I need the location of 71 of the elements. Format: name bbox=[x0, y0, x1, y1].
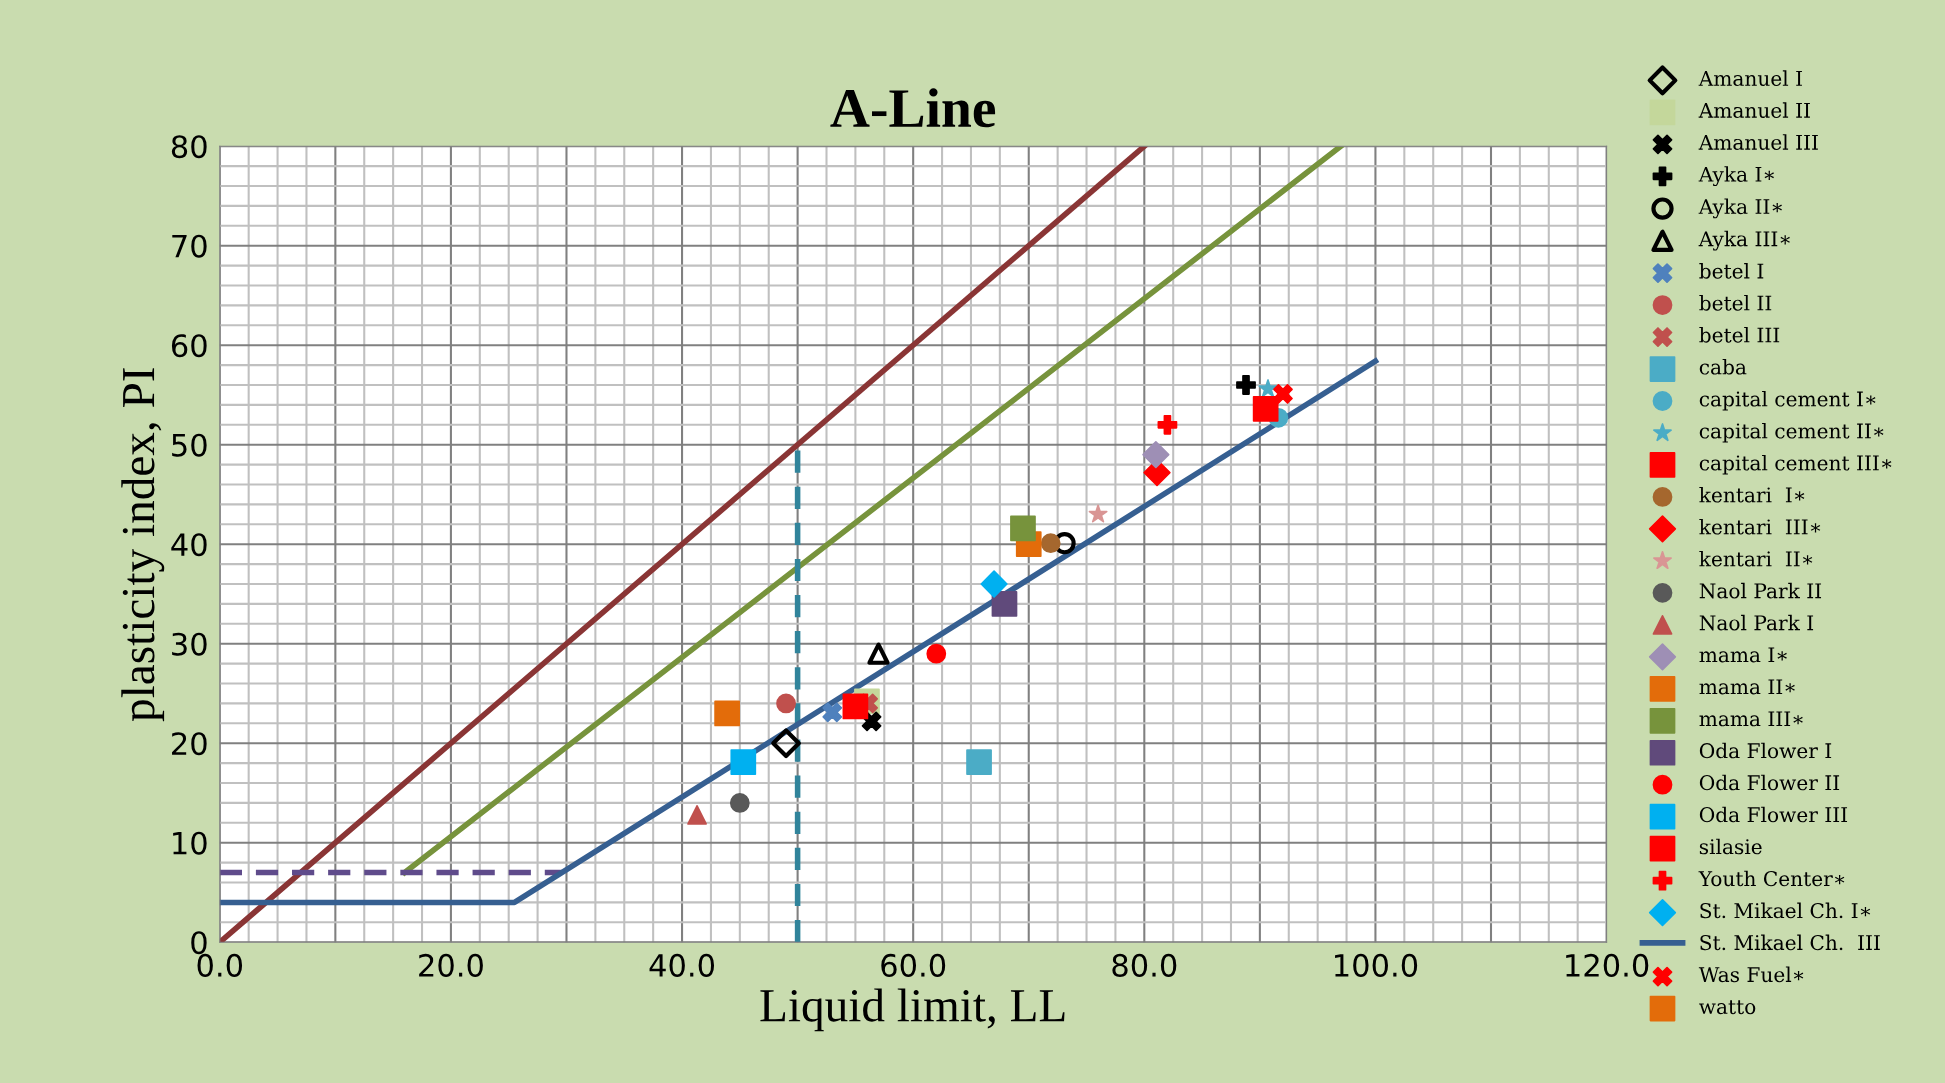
point bbox=[1252, 396, 1279, 422]
x-tick-label: 60.0 bbox=[881, 953, 946, 977]
y-tick-label: 10 bbox=[173, 831, 207, 855]
legend-label: kentari III∗ bbox=[1699, 518, 1821, 535]
legend-label: Youth Center∗ bbox=[1698, 870, 1845, 887]
legend-label: kentari I∗ bbox=[1699, 486, 1805, 503]
legend-label: Amanuel III bbox=[1698, 134, 1818, 150]
point bbox=[980, 570, 1008, 598]
legend-label: mama I∗ bbox=[1699, 647, 1787, 663]
y-tick-label: 80 bbox=[171, 135, 207, 159]
y-tick-label: 20 bbox=[172, 732, 207, 756]
legend-label: Naol Park II bbox=[1699, 582, 1822, 599]
legend-label: Ayka III∗ bbox=[1698, 230, 1790, 251]
x-tick-label: 80.0 bbox=[1112, 953, 1177, 977]
legend-label: silasie bbox=[1699, 838, 1762, 855]
point bbox=[730, 749, 757, 775]
legend-label: St. Mikael Ch. I∗ bbox=[1700, 902, 1871, 919]
point bbox=[1157, 414, 1178, 435]
x-tick-label: 0.0 bbox=[197, 953, 243, 977]
point bbox=[1010, 515, 1036, 542]
legend-label: Oda Flower I bbox=[1699, 742, 1832, 759]
point bbox=[842, 693, 869, 720]
legend-label: betel I bbox=[1699, 263, 1764, 279]
legend-label: capital cement III∗ bbox=[1699, 454, 1892, 475]
legend-label: capital cement II∗ bbox=[1699, 422, 1884, 443]
point bbox=[966, 749, 992, 775]
point bbox=[991, 591, 1018, 617]
y-tick-label: 0 bbox=[191, 931, 207, 955]
x-axis-title: Liquid limit, LL bbox=[760, 988, 1065, 1032]
point bbox=[1258, 379, 1278, 398]
legend-label: Amanuel II bbox=[1698, 102, 1810, 118]
point bbox=[729, 793, 750, 813]
legend-label: kentari II∗ bbox=[1699, 550, 1813, 567]
chart-title: A-Line bbox=[830, 88, 996, 128]
legend-label: betel III bbox=[1699, 327, 1780, 343]
legend-label: betel II bbox=[1699, 295, 1772, 311]
legend-label: Was Fuel∗ bbox=[1698, 966, 1804, 983]
x-tick-label: 100.0 bbox=[1335, 953, 1418, 977]
x-tick-label: 120.0 bbox=[1566, 953, 1649, 977]
legend-label: mama III∗ bbox=[1699, 711, 1803, 727]
point bbox=[1236, 375, 1256, 395]
y-tick-label: 30 bbox=[172, 632, 207, 656]
legend-label: Ayka I∗ bbox=[1698, 166, 1774, 187]
legend-label: Oda Flower III bbox=[1699, 806, 1848, 823]
legend-label: caba bbox=[1699, 359, 1747, 375]
point bbox=[776, 693, 796, 714]
y-axis-title: plasticity index, PI bbox=[121, 368, 165, 722]
legend-label: mama II∗ bbox=[1699, 679, 1795, 695]
point bbox=[714, 700, 740, 727]
legend-label: St. Mikael Ch. III bbox=[1700, 934, 1880, 951]
point bbox=[1088, 504, 1108, 523]
point bbox=[1142, 441, 1170, 469]
point bbox=[1040, 533, 1061, 554]
legend-label: Naol Park I bbox=[1699, 614, 1814, 631]
point bbox=[771, 728, 801, 759]
point bbox=[867, 642, 890, 665]
legend-label: Oda Flower II bbox=[1699, 774, 1840, 791]
y-tick-label: 50 bbox=[172, 433, 207, 457]
y-tick-label: 60 bbox=[171, 334, 207, 358]
y-tick-label: 40 bbox=[171, 533, 207, 557]
x-tick-label: 20.0 bbox=[419, 953, 483, 977]
x-tick-label: 40.0 bbox=[649, 953, 715, 977]
legend-label: Amanuel I bbox=[1698, 70, 1802, 86]
point bbox=[926, 643, 947, 664]
legend-label: Ayka II∗ bbox=[1698, 198, 1782, 219]
point bbox=[687, 804, 707, 825]
legend-label: capital cement I∗ bbox=[1699, 391, 1876, 411]
y-tick-label: 70 bbox=[172, 234, 207, 258]
point bbox=[822, 702, 843, 723]
point bbox=[1273, 384, 1293, 404]
legend-label: watto bbox=[1699, 1000, 1756, 1015]
